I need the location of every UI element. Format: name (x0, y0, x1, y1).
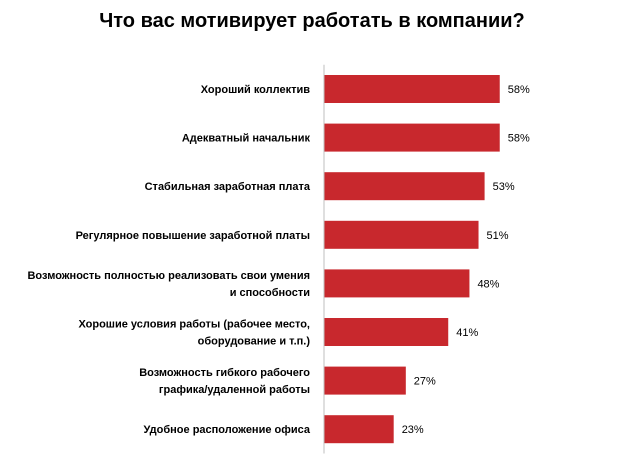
category-label: Стабильная заработная плата (145, 181, 311, 193)
category-label: Возможность полностью реализовать свои у… (27, 270, 310, 282)
data-label: 51% (487, 230, 509, 242)
category-label: Возможность гибкого рабочего (139, 367, 310, 379)
data-label: 58% (508, 133, 530, 145)
category-label: графика/удаленной работы (159, 384, 310, 396)
bar (324, 269, 470, 298)
chart-title: Что вас мотивирует работать в компании? (99, 10, 525, 32)
bar (324, 415, 394, 444)
data-label: 41% (456, 327, 478, 339)
bar (324, 75, 500, 103)
bar (324, 172, 485, 201)
bar (324, 318, 449, 346)
category-label: Регулярное повышение заработной платы (76, 230, 310, 242)
category-label: оборудование и т.п.) (198, 336, 311, 348)
category-label: и способности (230, 287, 310, 299)
data-label: 58% (508, 84, 530, 96)
data-label: 23% (402, 424, 424, 436)
bar (324, 220, 479, 249)
category-label: Хорошие условия работы (рабочее место, (78, 319, 310, 331)
data-label: 48% (477, 278, 499, 290)
data-label: 53% (493, 181, 515, 193)
category-label: Хороший коллектив (201, 84, 311, 96)
category-label: Адекватный начальник (182, 133, 311, 145)
data-label: 27% (414, 376, 436, 388)
category-label: Удобное расположение офиса (144, 424, 311, 436)
bar (324, 366, 406, 395)
bar (324, 123, 500, 152)
